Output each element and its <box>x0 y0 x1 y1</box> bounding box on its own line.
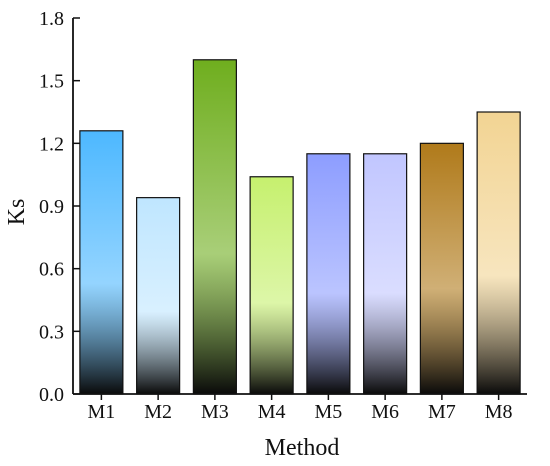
x-tick-label-m3: M3 <box>201 401 229 423</box>
x-tick-label-m1: M1 <box>87 401 115 423</box>
y-tick-label-3: 0.9 <box>39 196 64 218</box>
y-axis-title-group: Ks <box>4 199 30 226</box>
x-axis-title: Method <box>265 435 340 461</box>
bars-group <box>79 59 521 395</box>
bar-m3 <box>192 59 237 395</box>
y-tick-label-4: 1.2 <box>39 133 64 155</box>
bar-m8 <box>476 111 521 395</box>
x-tick-label-m8: M8 <box>485 401 513 423</box>
y-tick-label-1: 0.3 <box>39 321 64 343</box>
y-tick-label-2: 0.6 <box>39 259 64 281</box>
bar-m7 <box>419 142 464 395</box>
bar-m5 <box>306 153 351 395</box>
y-tick-label-6: 1.8 <box>39 8 64 30</box>
bar-m6 <box>363 153 408 395</box>
y-ticks-group: 0.0 0.3 0.6 0.9 1.2 1.5 1.8 <box>39 8 80 406</box>
x-tick-label-m4: M4 <box>258 401 286 423</box>
bar-m4 <box>249 176 294 395</box>
x-tick-label-m6: M6 <box>371 401 399 423</box>
y-axis-title: Ks <box>4 199 30 226</box>
y-tick-label-0: 0.0 <box>39 384 64 406</box>
x-tick-label-m2: M2 <box>144 401 172 423</box>
x-tick-label-m5: M5 <box>314 401 342 423</box>
bar-m1 <box>79 130 124 395</box>
x-tick-label-m7: M7 <box>428 401 456 423</box>
bar-m2 <box>136 197 181 395</box>
x-ticks-group: M1 M2 M3 M4 M5 M6 M7 M8 <box>87 394 513 423</box>
y-tick-label-5: 1.5 <box>39 71 64 93</box>
